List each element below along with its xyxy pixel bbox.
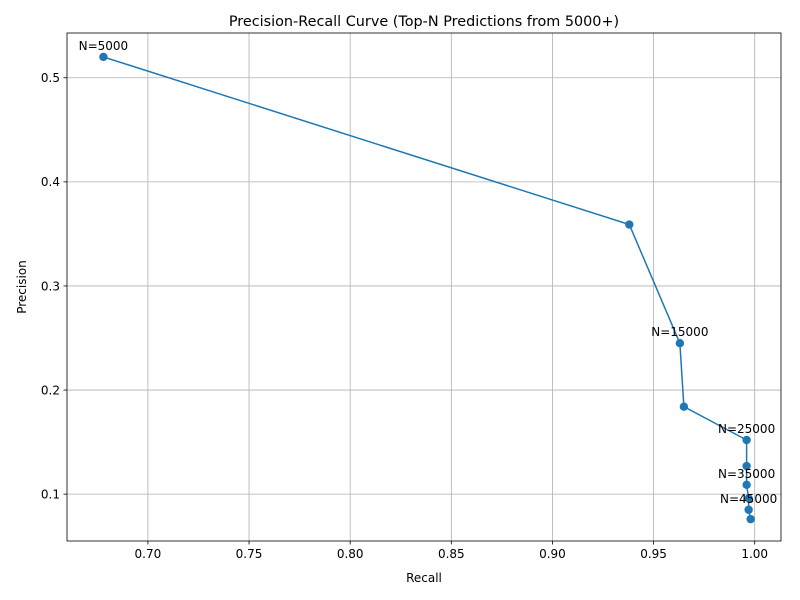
data-point xyxy=(744,505,753,514)
series-layer xyxy=(99,52,755,524)
point-annotation: N=35000 xyxy=(718,467,775,481)
y-tick-label: 0.1 xyxy=(41,487,60,501)
y-tick-label: 0.5 xyxy=(41,71,60,85)
data-point xyxy=(675,339,685,348)
x-tick-label: 0.75 xyxy=(236,547,263,561)
data-point xyxy=(742,461,751,471)
data-point xyxy=(625,220,634,229)
x-tick-label: 0.80 xyxy=(337,547,364,561)
data-point xyxy=(679,402,689,411)
plot-frame xyxy=(66,32,782,542)
data-point xyxy=(746,514,755,524)
point-annotation: N=25000 xyxy=(718,422,775,436)
y-axis-label: Precision xyxy=(15,260,29,314)
y-tick-label: 0.3 xyxy=(41,279,60,293)
x-tick-label: 0.85 xyxy=(438,547,465,561)
point-annotation: N=15000 xyxy=(651,325,708,339)
series-line xyxy=(103,56,752,520)
tick-layer: 0.70 0.75 0.80 0.85 0.90 0.95 1.00 0.1 0.2 0.3 0.4… xyxy=(41,71,768,561)
point-annotation: N=45000 xyxy=(720,492,777,506)
grid-layer xyxy=(67,33,781,541)
x-tick-label: 0.70 xyxy=(135,547,162,561)
data-point xyxy=(99,52,108,62)
annotation-layer: N=5000 N=15000 N=25000 N=35000 N=45000 xyxy=(79,39,778,506)
chart-title: Precision-Recall Curve (Top-N Prediction… xyxy=(229,14,619,30)
x-tick-label: 1.00 xyxy=(741,547,768,561)
y-tick-label: 0.2 xyxy=(41,383,60,397)
data-point xyxy=(742,480,751,489)
x-tick-label: 0.90 xyxy=(539,547,566,561)
data-point xyxy=(742,435,751,445)
data-point xyxy=(744,494,753,503)
y-tick-label: 0.4 xyxy=(41,175,60,189)
x-tick-label: 0.95 xyxy=(640,547,667,561)
x-axis-label: Recall xyxy=(406,571,442,585)
point-annotation: N=5000 xyxy=(79,39,129,53)
